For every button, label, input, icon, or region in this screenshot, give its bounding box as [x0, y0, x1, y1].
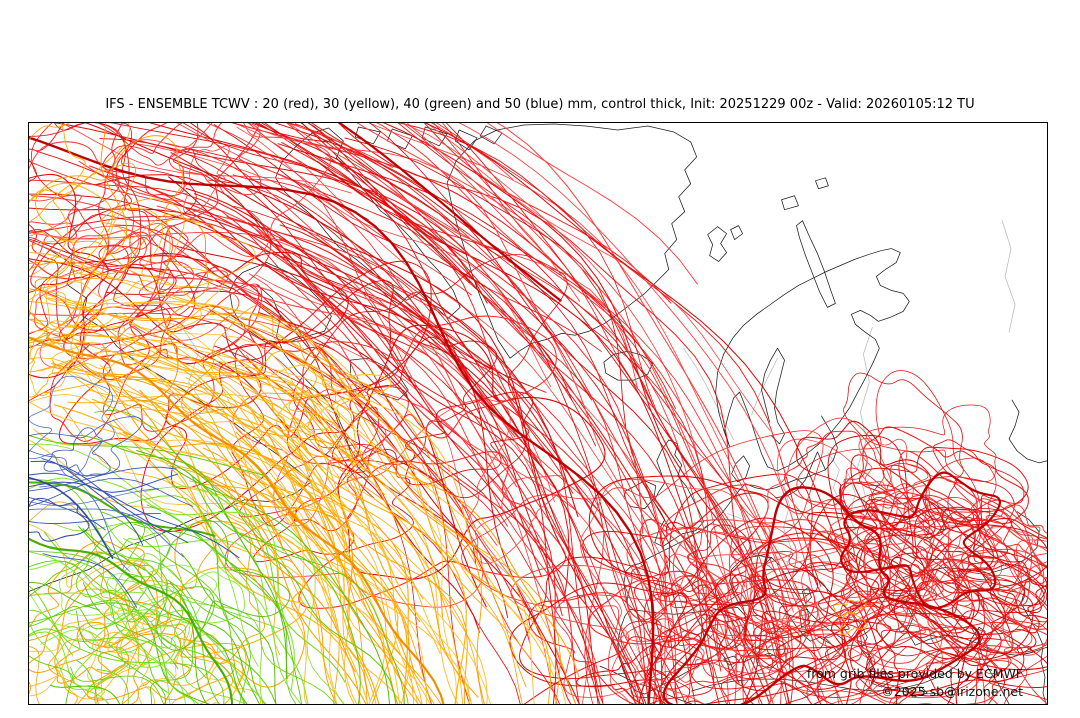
map-svg — [29, 123, 1047, 704]
map-title: IFS - ENSEMBLE TCWV : 20 (red), 30 (yell… — [105, 97, 975, 112]
ensemble-red-20mm-layer — [29, 123, 1047, 704]
ensemble-blue-50mm-layer — [29, 375, 240, 608]
attribution-copyright: ©2025 sb@irizone.net — [881, 683, 1023, 699]
attribution: from grib files provided by ECMWF ©2025 … — [807, 665, 1023, 701]
attribution-provider: from grib files provided by ECMWF — [806, 665, 1023, 681]
ensemble-green-40mm-layer — [29, 409, 405, 704]
map-frame: from grib files provided by ECMWF ©2025 … — [28, 122, 1048, 705]
